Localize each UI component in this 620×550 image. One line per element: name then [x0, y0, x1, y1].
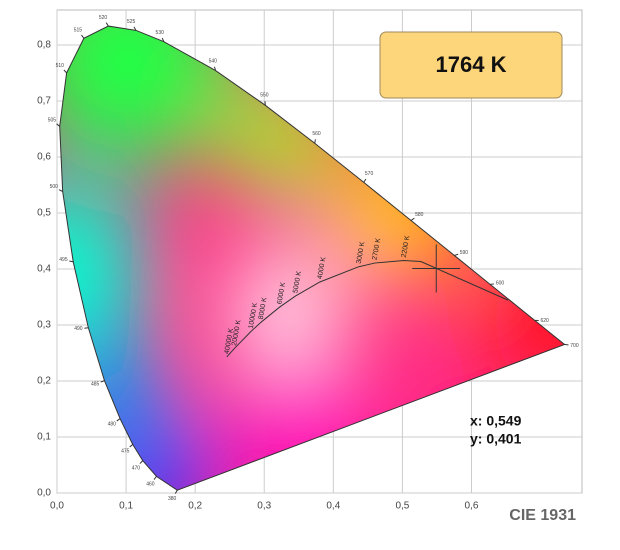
y-tick-label: 0,5 — [37, 208, 51, 219]
temperature-tick-label: 3000 K — [356, 241, 367, 264]
y-tick-label: 0,7 — [37, 96, 51, 107]
wavelength-label: 570 — [365, 171, 374, 177]
wavelength-label: 485 — [91, 382, 100, 388]
wavelength-tick — [81, 34, 85, 39]
x-tick-label: 0,6 — [465, 501, 479, 512]
wavelength-tick — [100, 380, 105, 383]
x-tick-label: 0,2 — [188, 501, 202, 512]
caption: CIE 1931 — [509, 507, 576, 524]
wavelength-tick — [410, 217, 415, 221]
wavelength-label: 515 — [74, 28, 83, 34]
wavelength-tick — [564, 343, 569, 346]
wavelength-tick — [174, 489, 178, 494]
planckian-locus — [226, 259, 509, 358]
temperature-badge — [379, 31, 563, 99]
y-tick-label: 0,2 — [37, 376, 51, 387]
wavelength-label: 540 — [209, 58, 218, 64]
wavelength-tick — [314, 139, 316, 144]
y-tick-label: 0,8 — [37, 40, 51, 51]
x-tick-label: 0,3 — [257, 501, 271, 512]
wavelength-tick — [363, 178, 367, 183]
y-tick-label: 0,0 — [37, 488, 51, 499]
wavelength-label: 520 — [99, 15, 108, 21]
wavelength-tick — [56, 123, 61, 127]
wavelength-tick — [161, 37, 165, 42]
temperature-tick-label: 6000 K — [276, 281, 287, 304]
wavelength-tick — [129, 444, 134, 448]
x-tick-label: 0,4 — [326, 501, 340, 512]
wavelength-label: 460 — [146, 482, 155, 488]
y-tick-label: 0,4 — [37, 264, 51, 275]
x-tick-label: 0,5 — [395, 501, 409, 512]
wavelength-tick — [454, 253, 459, 256]
temperature-tick-label: 2700 K — [372, 237, 383, 260]
temperature-tick-label: 20000 K — [231, 319, 242, 346]
wavelength-label: 580 — [415, 212, 424, 218]
temperature-tick-label: 5000 K — [292, 270, 303, 293]
y-tick-label: 0,3 — [37, 320, 51, 331]
wavelength-tick — [69, 260, 74, 263]
wavelength-tick — [214, 66, 217, 71]
temperature-tick-label: 10000 K — [248, 302, 259, 329]
x-readout: x: 0,549 — [470, 413, 522, 429]
temperature-tick-label: 40000 K — [224, 327, 235, 354]
temperature-tick-label: 4000 K — [317, 256, 328, 279]
x-tick-label: 0,1 — [119, 501, 133, 512]
wavelength-tick — [133, 26, 137, 31]
wavelength-label: 470 — [132, 465, 141, 471]
wavelength-label: 495 — [59, 257, 68, 263]
y-readout: y: 0,401 — [470, 431, 522, 447]
temperature-label: 1764 K — [436, 52, 507, 77]
wavelength-tick — [105, 22, 109, 27]
wavelength-label: 600 — [496, 281, 505, 287]
wavelength-label: 620 — [540, 318, 549, 324]
wavelength-label: 590 — [460, 250, 469, 256]
wavelength-label: 475 — [121, 448, 130, 454]
wavelength-label: 380 — [168, 496, 177, 502]
wavelength-tick — [63, 69, 67, 74]
temperature-tick-label: 2200 K — [401, 235, 412, 258]
wavelength-tick — [58, 189, 63, 192]
wavelength-label: 490 — [74, 326, 83, 332]
y-tick-label: 0,1 — [37, 432, 51, 443]
wavelength-tick — [116, 418, 121, 422]
wavelength-label: 505 — [48, 117, 57, 123]
wavelength-label: 510 — [56, 63, 65, 69]
data-layer: 380 460 470 475 480 485 490 495 500 505 510 515 520 5… — [48, 15, 579, 502]
temperature-tick-label: 8000 K — [258, 297, 269, 320]
wavelength-label: 480 — [108, 422, 117, 428]
y-tick-label: 0,6 — [37, 152, 51, 163]
wavelength-label: 550 — [260, 93, 269, 99]
wavelength-label: 530 — [156, 30, 165, 36]
wavelength-label: 500 — [50, 184, 59, 190]
wavelength-label: 700 — [570, 343, 579, 349]
x-tick-label: 0,0 — [50, 501, 64, 512]
wavelength-label: 525 — [127, 19, 136, 25]
wavelength-tick — [153, 476, 157, 480]
wavelength-tick — [139, 460, 144, 464]
wavelength-label: 560 — [312, 131, 321, 137]
